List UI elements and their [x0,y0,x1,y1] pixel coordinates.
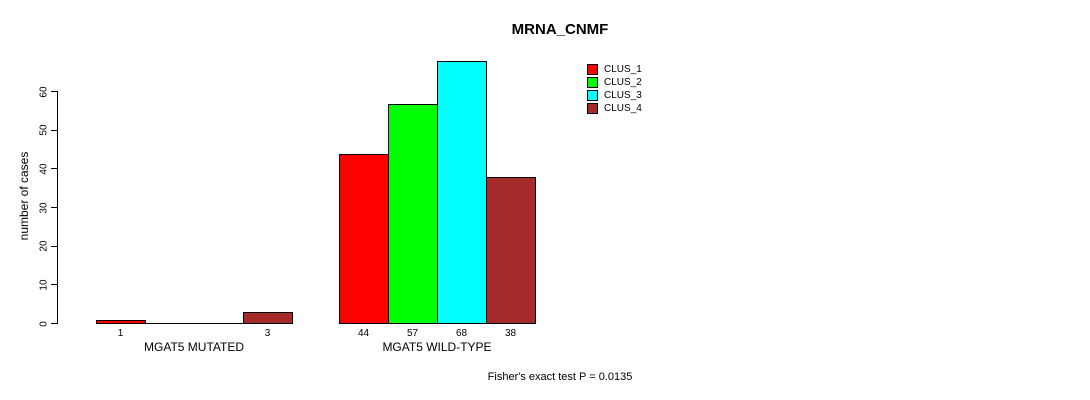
bar-value-label: 1 [117,328,124,339]
y-axis-tick [51,245,57,247]
legend-swatch-icon [587,90,598,101]
y-axis-tick [51,284,57,286]
bar-value-label: 3 [264,328,271,339]
legend-label: CLUS_4 [604,103,642,114]
y-axis-tick [51,323,57,324]
bar-clus_1 [339,154,389,324]
legend-swatch-icon [587,103,598,114]
y-axis-tick-label: 50 [38,124,50,136]
y-axis-tick-label: 20 [38,240,50,252]
y-axis-line [57,91,58,324]
y-axis-tick [51,129,57,131]
bar-clus_3 [437,61,487,324]
bar-value-label: 68 [455,328,468,339]
legend-swatch-icon [587,64,598,75]
y-axis-tick-label: 40 [38,163,50,175]
bar-clus_1 [96,320,146,324]
y-axis-tick [51,168,57,170]
legend-label: CLUS_2 [604,77,642,88]
bar-clus_4 [243,312,293,324]
y-axis-tick-label: 0 [38,320,50,327]
chart-title: MRNA_CNMF [511,21,609,38]
y-axis-tick-label: 60 [38,85,50,98]
legend-label: CLUS_3 [604,90,642,101]
bar-value-label: 44 [357,328,370,339]
y-axis-tick-label: 30 [38,201,50,214]
x-axis-group-label: MGAT5 WILD-TYPE [382,340,492,354]
y-axis-tick [51,91,57,92]
bar-value-label: 38 [504,328,517,339]
legend-label: CLUS_1 [604,64,642,75]
bar-clus_2 [388,104,438,324]
y-axis-tick-label: 10 [38,279,50,291]
bar-group-baseline [96,323,293,324]
x-axis-group-label: MGAT5 MUTATED [144,340,244,354]
bar-clus_4 [486,177,536,324]
legend-swatch-icon [587,77,598,88]
y-axis-tick [51,207,57,208]
fisher-test-annotation: Fisher's exact test P = 0.0135 [487,371,633,383]
bar-value-label: 57 [406,328,419,339]
